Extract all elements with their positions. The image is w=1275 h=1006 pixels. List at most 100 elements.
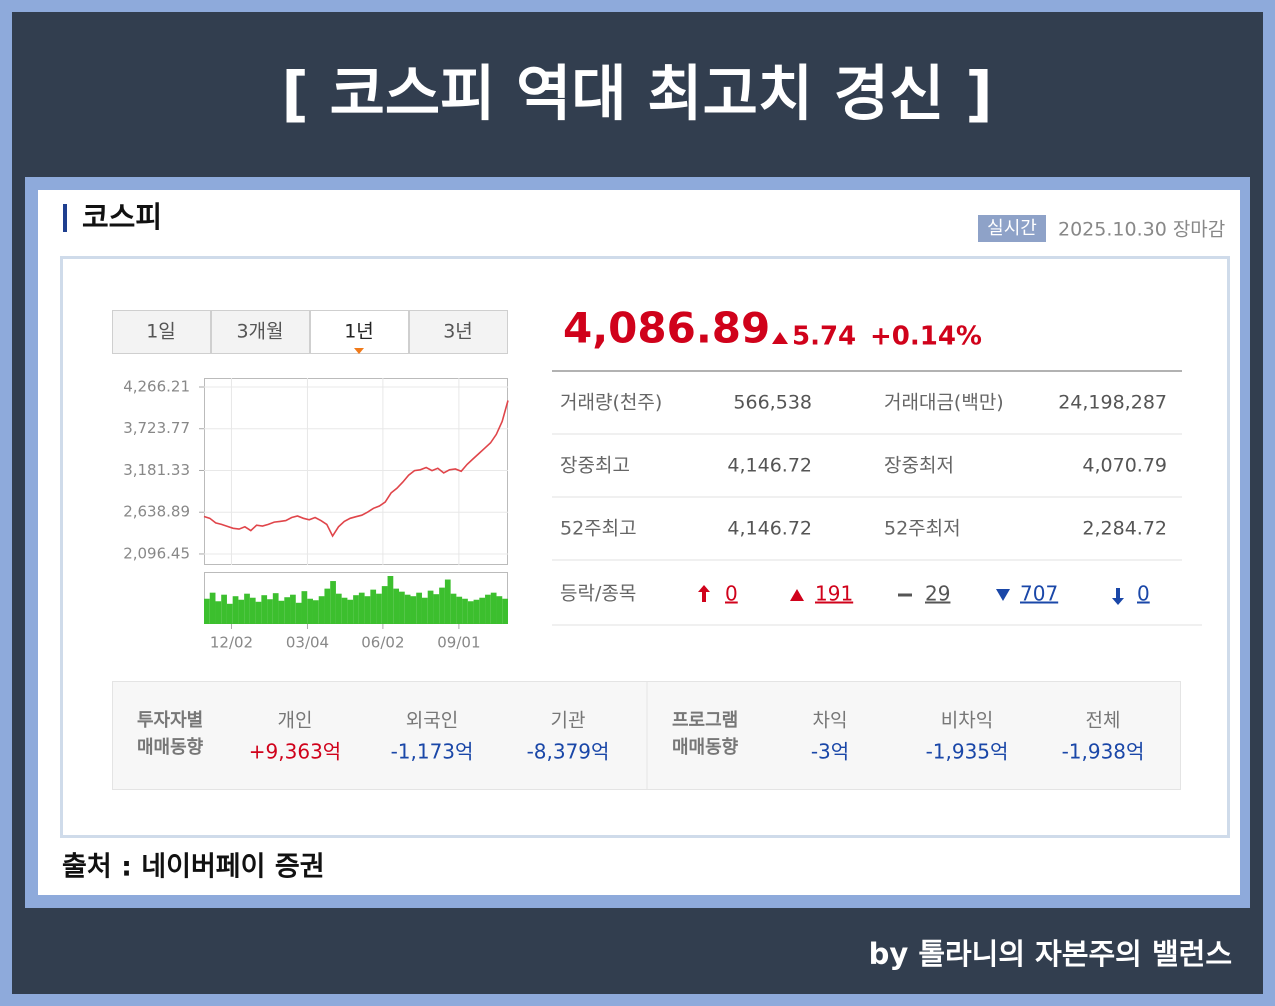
- volume-bar: [444, 579, 451, 624]
- volume-bar: [267, 599, 273, 624]
- stat-label: 거래량(천주): [560, 392, 662, 414]
- headline: [ 코스피 역대 최고치 경신 ]: [281, 60, 992, 130]
- breadth-count[interactable]: 707: [1020, 582, 1058, 606]
- volume-bar: [347, 599, 354, 624]
- investor-value: -1,173억: [391, 740, 474, 764]
- volume-bar: [204, 598, 210, 624]
- y-tick-label: 3,181.33: [123, 461, 190, 479]
- volume-bar: [324, 588, 331, 624]
- volume-bar: [473, 599, 480, 624]
- volume-bar: [404, 594, 411, 624]
- volume-bar: [462, 598, 468, 624]
- investor-value: -3억: [811, 740, 849, 764]
- breadth-count[interactable]: 191: [815, 582, 853, 606]
- stat-value: 4,070.79: [1082, 455, 1167, 477]
- volume-bar: [312, 600, 319, 624]
- investor-name: 전체: [1086, 710, 1121, 732]
- breadth-count[interactable]: 29: [925, 582, 950, 606]
- volume-bar: [439, 587, 445, 624]
- stat-value: 566,538: [733, 392, 812, 414]
- stats: 거래량(천주) 566,538 거래대금(백만) 24,198,287 장중최고 4,14…: [552, 392, 1182, 561]
- investor-value: -1,935억: [926, 740, 1009, 764]
- tab-label[interactable]: 3개월: [236, 321, 283, 343]
- volume-bar: [421, 597, 428, 624]
- datetime: 2025.10.30 장마감: [1058, 219, 1225, 241]
- volume-bar: [295, 602, 302, 624]
- stat-label: 장중최저: [884, 455, 954, 477]
- investor-value: -8,379억: [527, 740, 610, 764]
- source: 출처 : 네이버페이 증권: [62, 852, 325, 883]
- plot-area: [204, 378, 508, 565]
- volume-bar: [232, 596, 239, 624]
- y-tick-label: 2,096.45: [123, 544, 190, 562]
- tabs: 1일 3개월 1년 3년: [112, 310, 508, 354]
- volume-bar: [381, 586, 388, 624]
- limit-up-icon: [698, 585, 710, 602]
- volume-bar: [341, 597, 348, 624]
- investor-group-label: 투자자별: [137, 710, 203, 731]
- tab-label[interactable]: 1일: [146, 321, 176, 343]
- stat-value: 2,284.72: [1082, 518, 1167, 540]
- volume-bar: [307, 598, 313, 624]
- y-tick-label: 2,638.89: [123, 503, 190, 521]
- volume-bar: [358, 592, 365, 624]
- stat-value: 4,146.72: [727, 455, 812, 477]
- change: 5.74: [792, 322, 856, 352]
- tab[interactable]: [112, 310, 211, 354]
- volume-bar: [284, 597, 291, 624]
- breadth-count[interactable]: 0: [725, 582, 738, 606]
- volume-bar: [249, 597, 256, 624]
- footer: by 톨라니의 자본주의 밸런스: [869, 937, 1232, 971]
- investor-name: 차익: [813, 710, 848, 732]
- x-tick-label: 06/02: [361, 634, 404, 652]
- investor-group-label: 프로그램: [672, 710, 738, 731]
- y-tick-label: 3,723.77: [123, 419, 190, 437]
- price-line: [203, 400, 509, 538]
- volume-bar: [272, 593, 279, 624]
- volume-bar: [255, 601, 262, 624]
- y-tick-label: 4,266.21: [123, 377, 190, 395]
- tab-label[interactable]: 3년: [443, 321, 473, 343]
- volume-bar: [244, 593, 250, 624]
- volume-bar: [387, 576, 394, 624]
- volume-bar: [410, 596, 417, 624]
- investor-value: -1,938억: [1062, 740, 1145, 764]
- stat-label: 장중최고: [560, 455, 630, 477]
- volume-bar: [278, 600, 285, 624]
- breadth-count[interactable]: 0: [1137, 582, 1150, 606]
- badge: [978, 215, 1046, 242]
- tab[interactable]: [310, 310, 409, 354]
- tab[interactable]: [211, 310, 310, 354]
- price: 4,086.89: [563, 304, 770, 353]
- volume-bar: [330, 581, 336, 624]
- volume-bar: [261, 595, 268, 624]
- investor-name: 외국인: [406, 710, 458, 732]
- badge-text: 실시간: [987, 218, 1037, 239]
- quote-box: [60, 256, 1230, 838]
- stat-label: 거래대금(백만): [884, 392, 1004, 414]
- volume-bar: [467, 601, 474, 624]
- stat-value: 4,146.72: [727, 518, 812, 540]
- investor-value: +9,363억: [249, 740, 341, 764]
- volume-bar: [456, 596, 463, 624]
- tab-label[interactable]: 1년: [344, 321, 374, 343]
- stat-label: 52주최저: [884, 518, 961, 540]
- down-icon: [996, 589, 1010, 601]
- volume-bar: [209, 592, 216, 624]
- mini-chart: 4,266.21 3,723.77 3,181.33 2,638.89 2,096.45…: [123, 377, 509, 652]
- tab-caret: [354, 348, 364, 354]
- heading-bar: [63, 204, 67, 232]
- limit-down-icon: [1112, 588, 1124, 605]
- tab[interactable]: [409, 310, 508, 354]
- volume-bar: [399, 591, 405, 624]
- volume-bar: [238, 599, 245, 624]
- volume-bar: [364, 596, 371, 624]
- volume-bar: [479, 597, 486, 624]
- volume-bar: [215, 601, 222, 624]
- x-tick-label: 03/04: [286, 634, 329, 652]
- volume-bar: [450, 593, 457, 624]
- volume-bar: [416, 592, 422, 624]
- volume-bar: [290, 594, 296, 624]
